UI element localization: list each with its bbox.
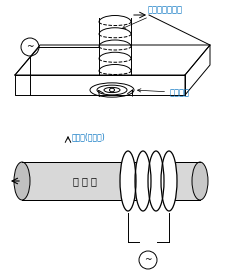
Bar [22,162,200,200]
Text: 試験体(健全部): 試験体(健全部) [72,132,106,142]
Text: 試 験 体: 試 験 体 [73,176,97,186]
Text: うず電流: うず電流 [137,88,190,97]
Ellipse shape [148,151,164,211]
Text: ~: ~ [144,256,152,264]
Ellipse shape [120,151,136,211]
Ellipse shape [192,162,208,200]
Ellipse shape [14,162,30,200]
Ellipse shape [135,151,151,211]
Text: ~: ~ [26,43,34,52]
Ellipse shape [161,151,177,211]
Text: プローブコイル: プローブコイル [122,5,183,29]
